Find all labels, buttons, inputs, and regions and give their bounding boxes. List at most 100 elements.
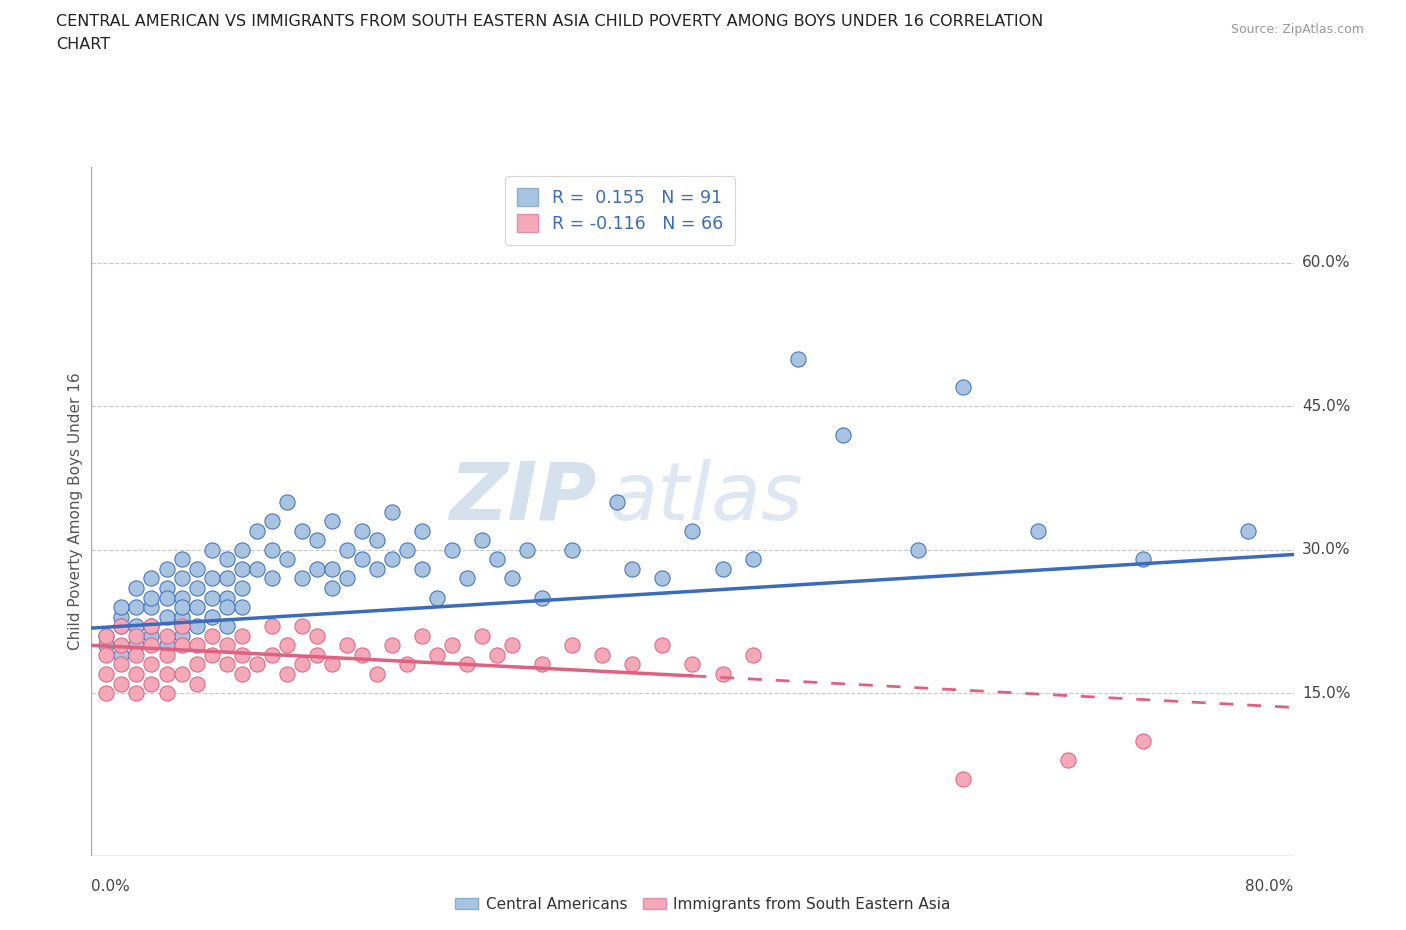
Point [96,685,118,700]
Point [952,772,974,787]
Point [291,657,314,671]
Point [907,542,929,557]
Point [141,629,163,644]
Point [170,667,193,682]
Point [591,647,613,662]
Point [125,685,148,700]
Point [486,551,509,566]
Point [456,657,478,671]
Point [651,571,673,586]
Point [186,600,208,615]
Point [125,580,148,595]
Point [231,600,253,615]
Point [321,513,343,528]
Text: 0.0%: 0.0% [91,879,131,894]
Point [305,533,328,548]
Point [201,591,224,605]
Point [395,542,418,557]
Point [366,667,388,682]
Point [741,647,763,662]
Point [321,657,343,671]
Point [186,562,208,577]
Point [215,657,238,671]
Point [1237,524,1260,538]
Point [246,524,269,538]
Point [110,638,132,653]
Point [141,571,163,586]
Point [186,638,208,653]
Point [186,676,208,691]
Point [471,629,494,644]
Point [561,638,583,653]
Point [141,638,163,653]
Point [606,495,628,510]
Point [456,571,478,586]
Point [651,638,673,653]
Point [350,647,373,662]
Point [305,562,328,577]
Point [305,629,328,644]
Point [215,551,238,566]
Y-axis label: Child Poverty Among Boys Under 16: Child Poverty Among Boys Under 16 [67,373,83,650]
Point [260,647,283,662]
Text: CHART: CHART [56,37,110,52]
Text: 60.0%: 60.0% [1302,256,1350,271]
Point [186,580,208,595]
Point [155,591,177,605]
Point [125,647,148,662]
Text: ZIP: ZIP [449,458,596,537]
Point [305,647,328,662]
Point [125,629,148,644]
Point [110,600,132,615]
Point [621,657,644,671]
Point [260,542,283,557]
Point [155,609,177,624]
Point [110,618,132,633]
Legend: Central Americans, Immigrants from South Eastern Asia: Central Americans, Immigrants from South… [450,891,956,918]
Point [201,542,224,557]
Point [336,542,359,557]
Point [125,667,148,682]
Point [531,657,554,671]
Point [141,657,163,671]
Point [170,629,193,644]
Point [291,618,314,633]
Point [125,618,148,633]
Point [155,580,177,595]
Text: atlas: atlas [609,458,803,537]
Point [531,591,554,605]
Point [186,657,208,671]
Point [471,533,494,548]
Point [170,571,193,586]
Point [411,524,433,538]
Point [411,629,433,644]
Point [1132,551,1154,566]
Point [186,618,208,633]
Point [96,638,118,653]
Point [215,571,238,586]
Point [231,629,253,644]
Point [96,629,118,644]
Point [125,638,148,653]
Point [336,571,359,586]
Point [231,647,253,662]
Point [125,600,148,615]
Point [711,667,734,682]
Point [291,524,314,538]
Point [561,542,583,557]
Point [246,562,269,577]
Point [170,618,193,633]
Point [786,352,808,366]
Point [621,562,644,577]
Point [381,638,404,653]
Point [411,562,433,577]
Point [260,513,283,528]
Point [336,638,359,653]
Point [215,638,238,653]
Point [366,533,388,548]
Point [155,685,177,700]
Point [426,647,449,662]
Point [321,580,343,595]
Point [170,591,193,605]
Point [170,600,193,615]
